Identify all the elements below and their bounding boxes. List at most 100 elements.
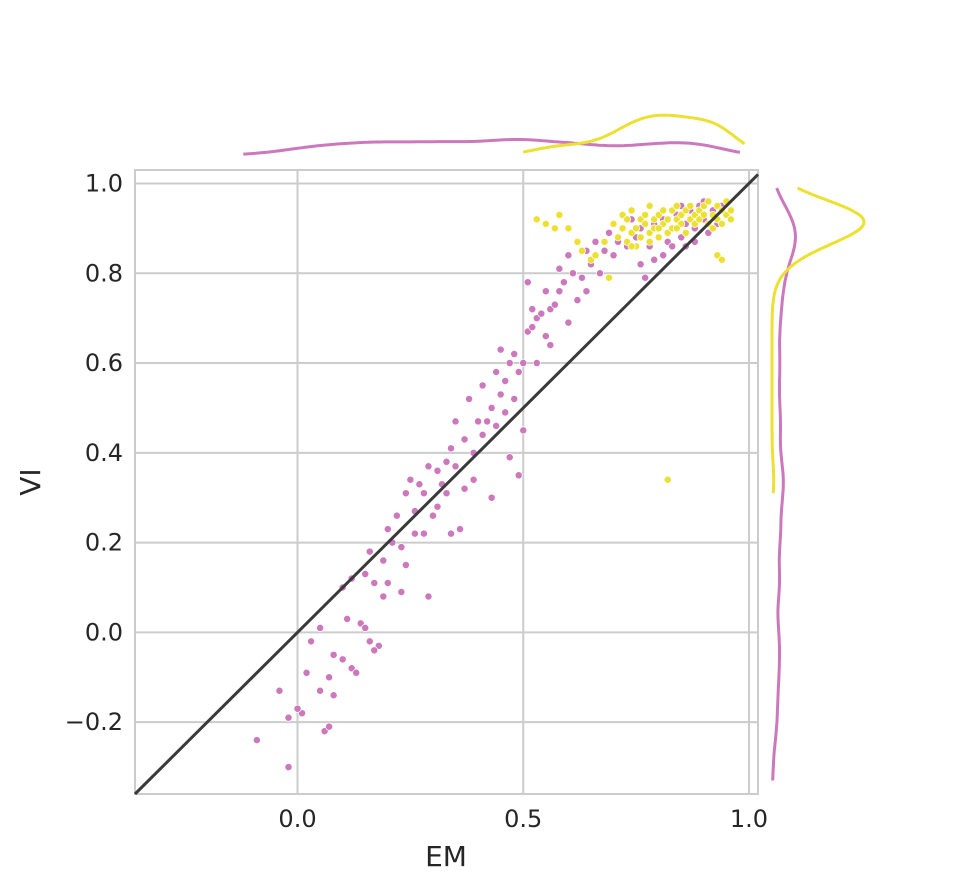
data-point-series-1 — [447, 444, 455, 453]
identity-reference-line — [133, 173, 760, 796]
data-point-series-2 — [686, 201, 695, 210]
data-point-series-2 — [717, 255, 726, 264]
data-point-series-1 — [582, 287, 591, 296]
data-point-series-1 — [514, 368, 523, 376]
x-tick-label: 1.0 — [730, 805, 768, 833]
data-point-series-1 — [478, 381, 487, 390]
data-point-series-1 — [636, 260, 645, 269]
data-point-series-1 — [523, 278, 532, 287]
data-point-series-2 — [614, 233, 623, 242]
data-point-series-1 — [325, 722, 334, 731]
data-point-series-2 — [541, 219, 550, 228]
data-point-series-1 — [352, 668, 361, 677]
data-point-series-2 — [704, 197, 713, 206]
data-point-series-2 — [623, 215, 632, 224]
data-point-series-1 — [577, 273, 586, 282]
data-point-series-2 — [641, 210, 650, 219]
data-point-series-2 — [618, 224, 627, 233]
data-point-series-2 — [717, 219, 726, 228]
data-point-series-2 — [699, 210, 708, 219]
data-point-series-1 — [442, 489, 451, 498]
data-point-series-1 — [573, 296, 582, 305]
data-point-series-1 — [528, 305, 537, 314]
data-point-series-1 — [519, 426, 528, 435]
data-point-series-2 — [654, 233, 663, 242]
x-tick-label: 0.5 — [504, 805, 542, 833]
grid-lines — [135, 170, 758, 794]
data-point-series-1 — [550, 300, 559, 309]
data-point-series-1 — [397, 543, 406, 552]
data-point-series-1 — [447, 529, 455, 538]
data-point-series-1 — [609, 251, 618, 260]
data-point-series-1 — [492, 421, 501, 430]
tick-labels: 0.0 0.5 1.0 −0.2 0.0 0.2 0.4 0.6 0.8 1.0 — [65, 169, 768, 833]
data-point-series-1 — [501, 408, 510, 417]
data-point-series-1 — [415, 480, 424, 489]
data-point-series-1 — [469, 475, 478, 484]
data-point-series-1 — [316, 623, 325, 632]
data-point-series-1 — [505, 453, 514, 462]
data-point-series-1 — [501, 377, 510, 385]
data-point-series-1 — [478, 430, 487, 439]
data-point-series-1 — [668, 242, 677, 251]
data-point-series-1 — [379, 556, 388, 565]
data-point-series-2 — [627, 206, 636, 215]
data-point-series-1 — [365, 637, 374, 646]
data-point-series-1 — [596, 269, 604, 278]
data-point-series-1 — [555, 264, 564, 273]
data-point-series-1 — [442, 457, 451, 466]
data-point-series-1 — [302, 668, 311, 677]
data-point-series-1 — [370, 646, 379, 655]
data-point-series-1 — [343, 614, 352, 623]
data-point-series-1 — [383, 525, 392, 534]
data-point-series-1 — [600, 246, 609, 255]
data-point-series-1 — [559, 278, 568, 287]
top-kde-curve-series-1 — [243, 138, 741, 156]
data-point-series-1 — [419, 529, 428, 538]
data-point-series-2 — [641, 219, 650, 228]
data-point-series-1 — [397, 588, 406, 596]
data-point-series-1 — [564, 318, 573, 327]
data-point-series-1 — [505, 359, 514, 367]
data-point-series-1 — [519, 359, 528, 367]
data-point-series-1 — [401, 561, 410, 570]
y-tick-label: 0.8 — [85, 259, 123, 287]
data-point-series-1 — [451, 462, 460, 471]
data-point-series-1 — [329, 650, 338, 659]
y-tick-label: 0.4 — [85, 439, 123, 467]
data-point-series-2 — [632, 224, 641, 233]
data-point-series-1 — [419, 489, 428, 498]
data-point-series-1 — [401, 489, 410, 498]
data-point-series-1 — [379, 592, 388, 601]
data-point-series-1 — [555, 287, 564, 296]
data-point-series-1 — [496, 345, 505, 354]
data-point-series-1 — [487, 493, 496, 502]
data-point-series-1 — [650, 255, 659, 264]
data-point-series-2 — [708, 224, 717, 233]
data-point-series-2 — [663, 215, 672, 224]
data-point-series-1 — [460, 435, 469, 444]
data-point-series-1 — [641, 273, 650, 282]
data-point-series-2 — [577, 246, 586, 255]
data-point-series-2 — [627, 242, 636, 251]
data-point-series-2 — [636, 233, 645, 242]
data-point-series-1 — [492, 368, 501, 376]
data-point-series-1 — [659, 251, 668, 260]
data-point-series-2 — [672, 224, 681, 233]
data-point-series-1 — [370, 579, 379, 587]
data-point-series-1 — [564, 251, 573, 260]
data-point-series-1 — [329, 691, 338, 700]
plot-area-frame — [134, 169, 759, 795]
data-point-series-1 — [433, 466, 442, 475]
y-tick-label: −0.2 — [65, 708, 123, 736]
data-point-series-1 — [429, 511, 437, 520]
data-point-series-1 — [433, 502, 442, 511]
y-axis-label: VI — [14, 468, 47, 495]
data-point-series-1 — [541, 332, 550, 341]
data-point-series-2 — [726, 206, 735, 215]
data-point-series-1 — [568, 269, 577, 278]
data-point-series-2 — [605, 273, 613, 282]
data-point-series-2 — [573, 237, 582, 246]
data-point-series-1 — [383, 579, 392, 587]
